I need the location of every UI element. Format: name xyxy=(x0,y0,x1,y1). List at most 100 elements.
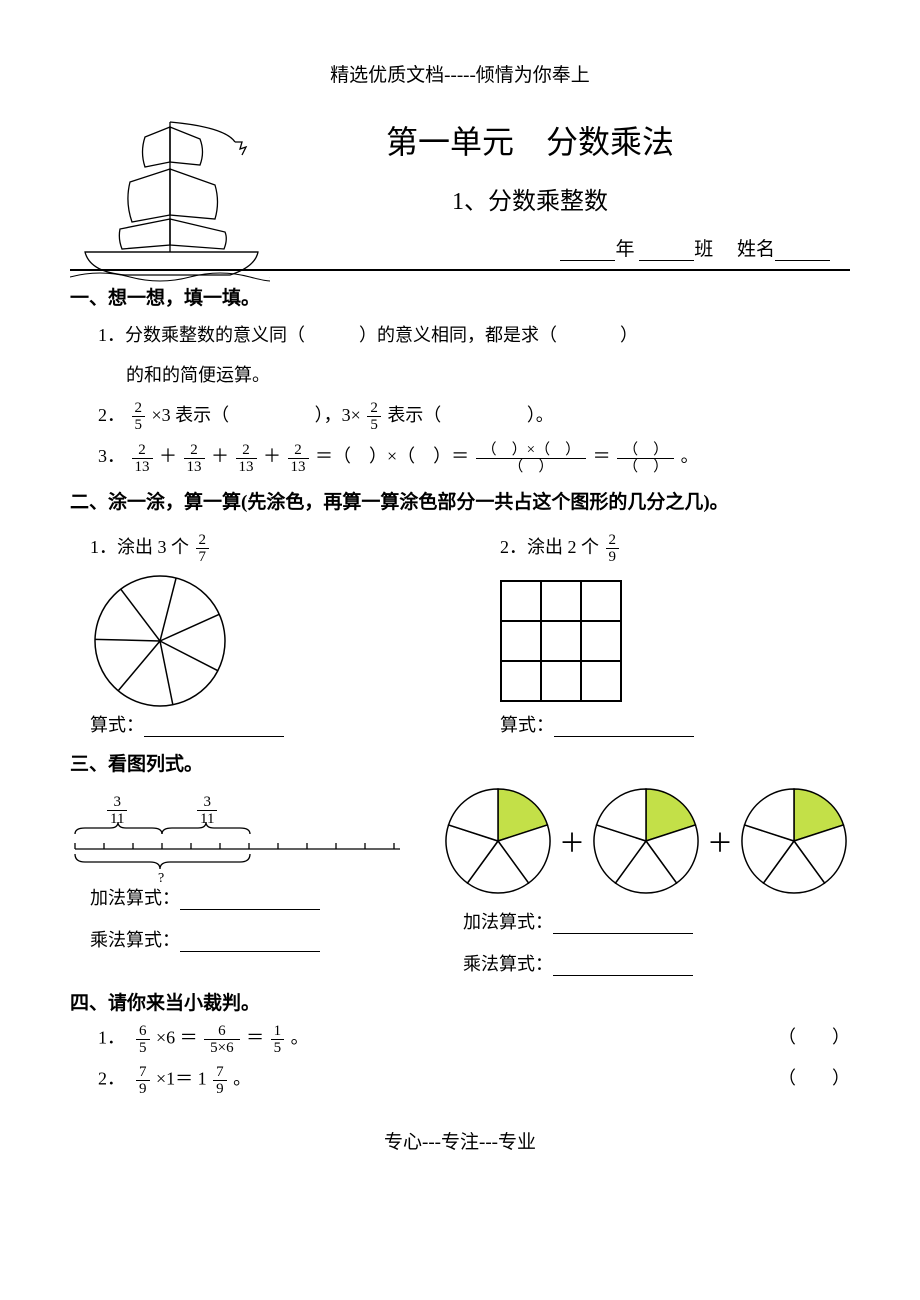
expr-label: 算式： xyxy=(500,715,554,735)
fraction: 79 xyxy=(213,1064,227,1097)
qmark: ? xyxy=(158,871,164,884)
expr-label: 算式： xyxy=(90,715,144,735)
plus-icon: ＋ xyxy=(707,823,733,860)
add-expr: 加法算式： xyxy=(463,908,850,934)
blank[interactable] xyxy=(553,913,693,934)
sec3-head: 三、看图列式。 xyxy=(70,749,850,776)
pie-5-icon xyxy=(591,786,701,896)
fraction: 213 xyxy=(236,442,257,475)
blank[interactable] xyxy=(180,889,320,910)
fraction: 27 xyxy=(196,532,210,565)
grid-area xyxy=(480,571,850,711)
text: 2．涂出 2 个 xyxy=(500,537,599,557)
sec3-row: 311 311 ? xyxy=(70,786,850,976)
text: 2． xyxy=(98,1069,125,1089)
text: 。 xyxy=(681,446,699,466)
text: ×3 表示（ xyxy=(152,405,230,425)
plus-icon: ＋ xyxy=(559,823,585,860)
text: 1．分数乘整数的意义同（ xyxy=(98,325,305,345)
blank[interactable] xyxy=(553,955,693,976)
fraction: 311 xyxy=(107,794,127,827)
fraction: 79 xyxy=(136,1064,150,1097)
expr-blank[interactable] xyxy=(144,716,284,737)
sec1-q1: 1．分数乘整数的意义同（ ）的意义相同，都是求（ ） xyxy=(98,318,850,352)
sec2-col2: 2．涂出 2 个 29 算式： xyxy=(480,524,850,737)
mul-expr: 乘法算式： xyxy=(463,950,850,976)
text: ），3× xyxy=(315,405,361,425)
sec1-q1b: 的和的简便运算。 xyxy=(126,358,850,392)
sec1-head: 一、想一想，填一填。 xyxy=(70,283,850,310)
fraction: 29 xyxy=(606,532,620,565)
blank[interactable] xyxy=(180,931,320,952)
text: 3． xyxy=(98,446,125,466)
text: ） xyxy=(620,325,638,345)
text: 。 xyxy=(291,1028,309,1048)
judge-paren[interactable]: （ ） xyxy=(778,1064,850,1097)
add-label: 加法算式： xyxy=(463,912,553,932)
page: 精选优质文档-----倾情为你奉上 xyxy=(0,0,920,1194)
year-blank[interactable] xyxy=(560,238,615,261)
sec4-q2: 2． 79 ×1＝ 1 79 。 （ ） xyxy=(98,1064,850,1097)
name-line: 年 班 姓名 xyxy=(370,234,850,261)
name-label: 姓名 xyxy=(737,239,775,260)
pie-7-icon[interactable] xyxy=(90,571,230,711)
unit-title: 第一单元 分数乘法 xyxy=(210,117,850,163)
pie-5-icon xyxy=(443,786,553,896)
sec2-col1: 1．涂出 3 个 27 算式： xyxy=(70,524,440,737)
text: ×1＝ 1 xyxy=(156,1069,207,1089)
ship-icon xyxy=(70,117,270,287)
fraction: 25 xyxy=(367,400,381,433)
fraction-blank[interactable]: （ ）（ ） xyxy=(617,442,674,475)
sec2-head: 二、涂一涂，算一算(先涂色，再算一算涂色部分一共占这个图形的几分之几)。 xyxy=(70,487,850,514)
sec4-head: 四、请你来当小裁判。 xyxy=(70,988,850,1015)
judge-paren[interactable]: （ ） xyxy=(778,1023,850,1056)
pie7-area xyxy=(70,571,440,711)
expr-line: 算式： xyxy=(90,711,440,737)
fraction: 65 xyxy=(136,1023,150,1056)
fraction: 65×6 xyxy=(204,1023,239,1056)
sec1-q3: 3． 213 ＋ 213 ＋ 213 ＋ 213 ＝（ ）×（ ）＝ （ ）×（… xyxy=(98,439,850,474)
mul-label: 乘法算式： xyxy=(90,930,180,950)
class-blank[interactable] xyxy=(639,238,694,261)
number-line-icon: 311 311 ? xyxy=(70,794,390,884)
title-block: 第一单元 分数乘法 1、分数乘整数 年 班 姓名 xyxy=(70,117,850,261)
text: 表示（ xyxy=(387,405,441,425)
text: 1． xyxy=(98,1028,125,1048)
text: ＝（ ）×（ ）＝ xyxy=(315,446,474,466)
fraction: 15 xyxy=(271,1023,285,1056)
sec4-q1: 1． 65 ×6 ＝ 65×6 ＝ 15 。 （ ） xyxy=(98,1023,850,1056)
text: ）的意义相同，都是求（ xyxy=(359,325,557,345)
footer: 专心---专注---专业 xyxy=(70,1127,850,1154)
pie-5-icon xyxy=(739,786,849,896)
sub-title: 1、分数乘整数 xyxy=(210,181,850,216)
text: 2． xyxy=(98,405,125,425)
text: ＝ xyxy=(246,1028,269,1048)
mul-label: 乘法算式： xyxy=(463,954,553,974)
sec2-row: 1．涂出 3 个 27 算式： 2．涂出 2 个 29 xyxy=(70,524,850,737)
fraction: 213 xyxy=(288,442,309,475)
year-label: 年 xyxy=(615,239,634,260)
pie-row: ＋ ＋ xyxy=(443,786,850,896)
sec3-col2: ＋ ＋ 加法算式： 乘法算式： xyxy=(443,786,850,976)
fraction: 213 xyxy=(132,442,153,475)
text: ×6 ＝ xyxy=(156,1028,202,1048)
grid-3x3-icon[interactable] xyxy=(500,580,622,702)
sec1-q2: 2． 25 ×3 表示（ ），3× 25 表示（ ）。 xyxy=(98,398,850,433)
name-blank[interactable] xyxy=(775,238,830,261)
text: ＝ xyxy=(593,446,616,466)
expr-blank[interactable] xyxy=(554,716,694,737)
sec3-col1: 311 311 ? xyxy=(70,786,403,976)
add-expr: 加法算式： xyxy=(90,884,403,910)
add-label: 加法算式： xyxy=(90,888,180,908)
mul-expr: 乘法算式： xyxy=(90,926,403,952)
text: 1．涂出 3 个 xyxy=(90,537,189,557)
fraction: 311 xyxy=(197,794,217,827)
text: ）。 xyxy=(527,405,554,425)
fraction: 213 xyxy=(184,442,205,475)
doc-header: 精选优质文档-----倾情为你奉上 xyxy=(70,60,850,87)
text: 。 xyxy=(233,1069,251,1089)
expr-line: 算式： xyxy=(500,711,850,737)
fraction-blank[interactable]: （ ）×（ ）（ ） xyxy=(476,442,586,475)
fraction: 25 xyxy=(132,400,146,433)
class-label: 班 xyxy=(694,239,713,260)
